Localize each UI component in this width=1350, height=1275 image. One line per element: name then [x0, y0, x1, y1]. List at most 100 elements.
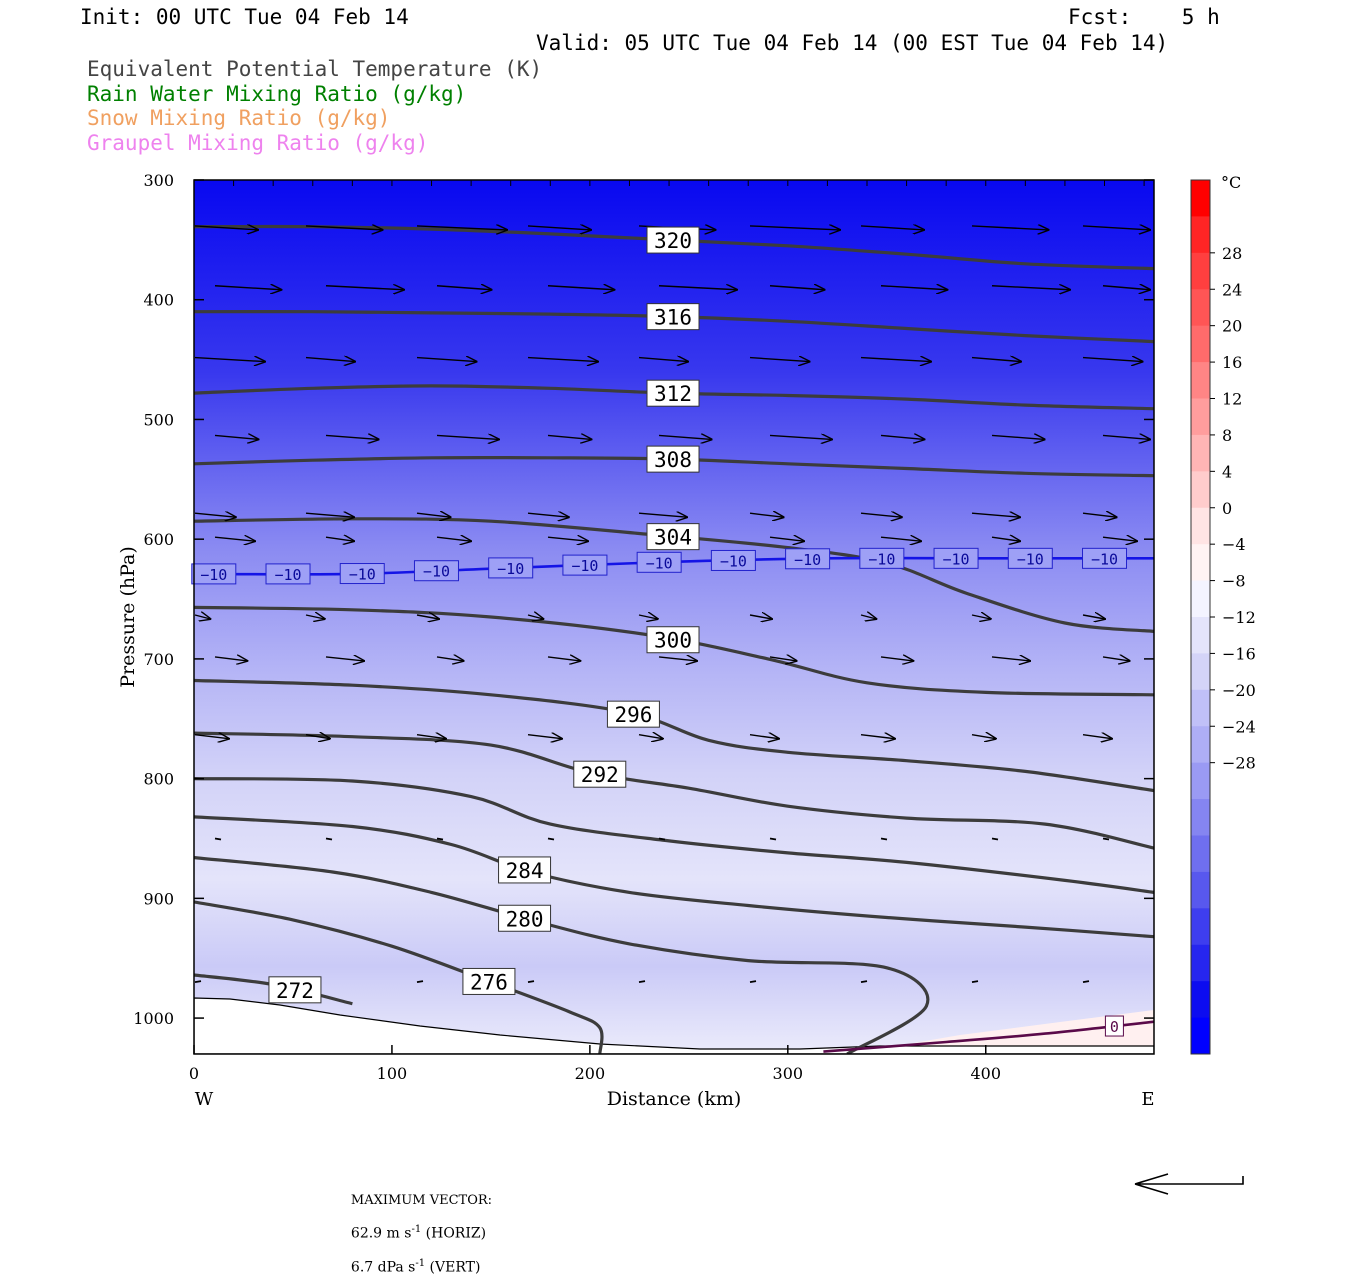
wind-vector: [1082, 358, 1143, 362]
isotherm-minus10-label: −10: [200, 566, 227, 584]
isotherm-minus10-label-box: [339, 563, 385, 585]
wind-vector: [194, 615, 210, 619]
colorbar-tick-label: 28: [1222, 244, 1242, 263]
isotherm-minus10-label-box: [1007, 547, 1053, 569]
colorbar-tick-label: 20: [1222, 317, 1242, 336]
wind-vector: [305, 513, 354, 517]
colorbar-cell: [1191, 507, 1210, 545]
wind-vector: [325, 837, 333, 841]
colorbar-cell: [1191, 180, 1210, 217]
colorbar-cell: [1191, 398, 1210, 436]
isotherm-minus10-label: −10: [646, 554, 673, 572]
theta-e-label-280: 280: [506, 907, 544, 931]
wind-vector: [305, 358, 355, 362]
wind-vector: [769, 837, 777, 841]
x-tick-label: 300: [773, 1064, 804, 1083]
wind-vector: [638, 358, 688, 362]
colorbar-tick-label: 0: [1222, 499, 1232, 518]
y-tick-label: 400: [143, 291, 174, 310]
wind-vector: [194, 735, 229, 739]
wind-vector: [436, 837, 444, 841]
isotherm-minus10-label-box: [710, 549, 756, 571]
isotherm-minus10-label-box: [785, 548, 831, 570]
wind-vector: [416, 735, 446, 739]
wind-vector: [1082, 513, 1117, 517]
isotherm-minus10-label: −10: [423, 563, 450, 581]
y-tick-label: 500: [143, 410, 174, 429]
wind-vector: [194, 513, 236, 517]
colorbar-cell: [1191, 981, 1210, 1019]
wind-vector: [527, 735, 562, 739]
isotherm-minus10-label-box: [488, 557, 534, 579]
isotherm-minus10-label-box: [933, 547, 979, 569]
wind-vector: [769, 537, 804, 541]
wind-vector: [638, 615, 658, 619]
colorbar-cell: [1191, 689, 1210, 727]
colorbar-tick-label: −20: [1222, 681, 1256, 700]
isotherm-minus10-label-box: [265, 563, 311, 585]
wind-vector: [1082, 226, 1150, 230]
theta-e-label-box-300: [646, 626, 700, 654]
wind-vector: [436, 657, 464, 661]
theta-e-label-292: 292: [581, 763, 619, 787]
wind-vector: [638, 980, 646, 984]
theta-e-label-272: 272: [276, 979, 314, 1003]
colorbar-cell: [1191, 835, 1210, 873]
wind-vector: [305, 226, 383, 230]
wind-vector: [991, 657, 1030, 661]
wind-vector: [214, 286, 281, 290]
colorbar-tick-label: 8: [1222, 426, 1232, 445]
theta-e-label-box-272: [268, 976, 322, 1004]
colorbar-tick-label: 16: [1222, 353, 1242, 372]
x-end-label-west: W: [195, 1089, 214, 1110]
wind-vector: [527, 358, 598, 362]
colorbar-cell: [1191, 434, 1210, 472]
wind-vector: [416, 615, 439, 619]
colorbar-cell: [1191, 325, 1210, 363]
wind-vector: [971, 735, 996, 739]
wind-vector: [860, 980, 868, 984]
max-vector-vert: 6.7 dPa s: [350, 1259, 416, 1275]
wind-vector: [305, 735, 330, 739]
wind-vector: [971, 615, 991, 619]
wind-vector: [971, 980, 979, 984]
theta-e-contour-280: [194, 856, 930, 1054]
wind-vector: [991, 435, 1045, 439]
theta-e-label-box-308: [646, 445, 700, 473]
wind-vector: [325, 657, 364, 661]
colorbar-tick-label: 24: [1222, 280, 1242, 299]
wind-vector: [971, 358, 1021, 362]
theta-e-label-316: 316: [654, 306, 692, 330]
plot-frame: [193, 179, 1155, 1055]
wind-vector: [860, 513, 902, 517]
colorbar-tick-label: 4: [1222, 462, 1232, 481]
colorbar-cell: [1191, 653, 1210, 691]
y-axis-label: Pressure (hPa): [117, 546, 139, 688]
isotherm-minus10-label: −10: [497, 560, 524, 578]
forecast-hour: Fcst: 5 h: [1068, 5, 1220, 29]
theta-e-label-box-320: [646, 226, 700, 254]
colorbar-tick-label: 12: [1222, 390, 1242, 409]
wind-vector: [527, 615, 543, 619]
colorbar-tick-label: −24: [1222, 717, 1256, 736]
wind-vector: [860, 226, 924, 230]
theta-e-label-box-312: [646, 379, 700, 407]
wind-vector: [860, 735, 895, 739]
wind-vector: [416, 226, 507, 230]
isotherm-minus10-label: −10: [720, 552, 747, 570]
colorbar-cell: [1191, 944, 1210, 982]
colorbar-cell: [1191, 289, 1210, 327]
wind-vector: [436, 537, 471, 541]
colorbar-tick-label: −28: [1222, 754, 1256, 773]
wind-vector: [749, 513, 784, 517]
max-vector-horiz-tail: (HORIZ): [421, 1225, 487, 1242]
init-time: Init: 00 UTC Tue 04 Feb 14: [80, 5, 409, 29]
wind-vector: [749, 615, 772, 619]
wind-vector: [880, 657, 913, 661]
wind-vector: [1102, 837, 1110, 841]
wind-vector: [658, 837, 666, 841]
wind-vector: [214, 537, 255, 541]
wind-vector: [416, 980, 424, 984]
theta-e-label-308: 308: [654, 448, 692, 472]
field-label-graupel: Graupel Mixing Ratio (g/kg): [87, 131, 429, 155]
